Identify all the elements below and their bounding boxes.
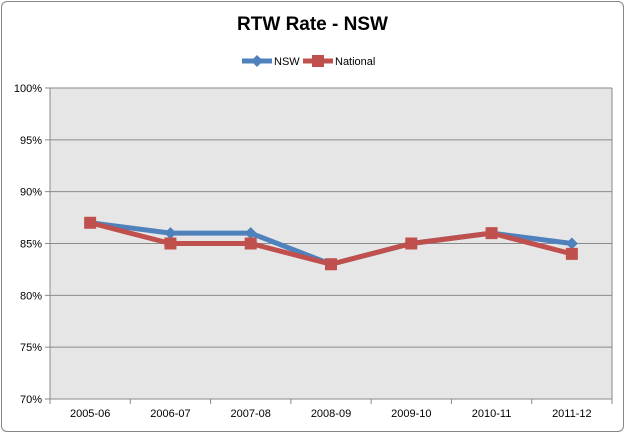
y-tick-label: 85% [20,239,42,251]
x-tick-label: 2010-11 [472,408,512,420]
chart-title: RTW Rate - NSW [237,14,388,35]
y-tick-label: 95% [20,135,42,147]
data-point-national [164,237,177,250]
data-point-national [405,237,418,250]
legend-marker-national [312,55,324,67]
y-tick-label: 100% [14,83,42,95]
legend-marker-nsw [251,55,263,67]
data-point-national [325,258,337,271]
data-point-national [485,227,498,240]
x-tick-label: 2005-06 [70,408,110,420]
y-tick-label: 80% [20,290,42,302]
data-point-national [84,216,97,229]
x-tick-label: 2006-07 [150,408,190,420]
data-point-nsw [164,227,177,240]
y-tick-label: 75% [20,342,42,354]
data-point-national [565,247,578,260]
y-tick-label: 90% [20,187,42,199]
legend-label-nsw: NSW [274,56,300,68]
data-point-nsw [565,237,578,250]
data-point-national [244,237,257,250]
data-point-nsw [244,227,257,240]
legend-label-national: National [335,56,375,68]
x-tick-label: 2011-12 [552,408,592,420]
x-tick-label: 2009-10 [391,408,431,420]
y-tick-label: 70% [20,394,42,406]
x-tick-label: 2008-09 [311,408,351,420]
x-tick-label: 2007-08 [231,408,271,420]
